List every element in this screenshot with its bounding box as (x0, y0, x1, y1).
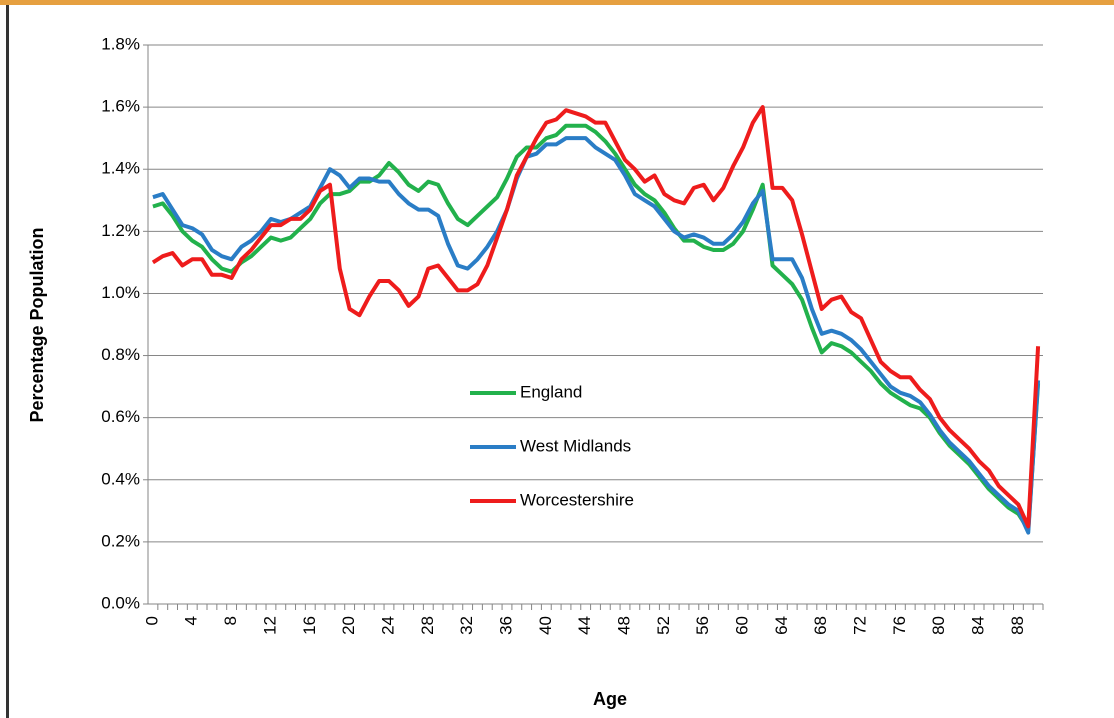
x-tick-label: 84 (969, 616, 988, 635)
y-tick-label: 1.2% (101, 221, 140, 240)
y-tick-label: 1.4% (101, 159, 140, 178)
legend-label: West Midlands (520, 436, 631, 455)
x-tick-label: 8 (221, 616, 240, 625)
y-tick-label: 0.4% (101, 469, 140, 488)
x-axis-title: Age (593, 689, 627, 709)
y-tick-label: 0.0% (101, 593, 140, 612)
x-tick-label: 44 (575, 616, 594, 635)
top-border (0, 0, 1114, 5)
legend-label: England (520, 382, 582, 401)
line-series (152, 136, 1041, 535)
x-tick-label: 20 (339, 616, 358, 635)
x-tick-label: 56 (693, 616, 712, 635)
y-axis-title: Percentage Population (27, 227, 47, 422)
y-tick-label: 0.6% (101, 407, 140, 426)
x-tick-label: 12 (260, 616, 279, 635)
line-series (151, 105, 1041, 529)
x-tick-label: 36 (496, 616, 515, 635)
x-tick-label: 16 (300, 616, 319, 635)
left-border (6, 5, 9, 718)
x-tick-label: 32 (457, 616, 476, 635)
x-tick-label: 40 (536, 616, 555, 635)
y-tick-label: 1.0% (101, 283, 140, 302)
y-tick-label: 0.8% (101, 345, 140, 364)
x-tick-label: 48 (614, 616, 633, 635)
x-tick-label: 24 (378, 616, 397, 635)
line-series (152, 123, 1041, 532)
y-tick-label: 0.2% (101, 531, 140, 550)
x-tick-label: 72 (851, 616, 870, 635)
x-tick-label: 88 (1008, 616, 1027, 635)
x-tick-label: 68 (811, 616, 830, 635)
x-tick-label: 60 (733, 616, 752, 635)
y-tick-label: 1.6% (101, 97, 140, 116)
x-tick-label: 76 (890, 616, 909, 635)
x-tick-label: 0 (142, 616, 161, 625)
y-tick-label: 1.8% (101, 34, 140, 53)
x-tick-label: 28 (418, 616, 437, 635)
legend-label: Worcestershire (520, 490, 634, 509)
x-tick-label: 4 (182, 616, 201, 625)
x-tick-label: 80 (929, 616, 948, 635)
x-tick-label: 64 (772, 616, 791, 635)
x-tick-label: 52 (654, 616, 673, 635)
